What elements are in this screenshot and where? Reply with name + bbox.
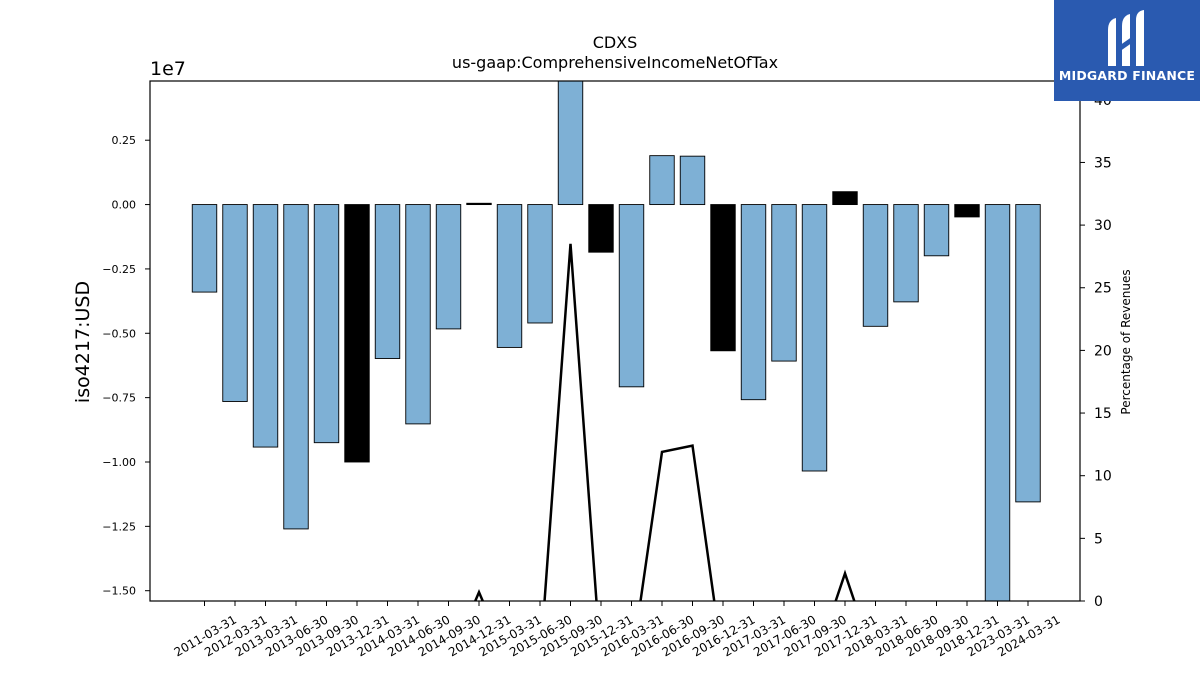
y-multiplier-label: 1e7 — [150, 58, 186, 80]
bar — [191, 204, 218, 293]
bar — [832, 191, 858, 206]
bar — [405, 204, 431, 425]
y2-axis-label: Percentage of Revenues — [1119, 269, 1133, 414]
y-tick-label: −1.25 — [102, 520, 136, 533]
y-tick-label: −0.50 — [102, 327, 136, 340]
bar — [771, 204, 797, 362]
y2-tick-label: 25 — [1094, 281, 1112, 297]
bar — [496, 204, 523, 348]
bar — [984, 204, 1011, 601]
y2-tick-label: 20 — [1094, 343, 1112, 359]
bar — [313, 204, 340, 444]
bar — [679, 155, 706, 206]
y-tick-label: −1.50 — [102, 585, 136, 598]
chart-title: CDXS — [593, 33, 638, 52]
bar — [588, 204, 614, 253]
bar — [954, 204, 980, 218]
y-tick-label: −0.75 — [102, 392, 136, 405]
midgard-finance-logo: MIDGARD FINANCE — [1054, 0, 1200, 101]
y-tick-label: 0.00 — [112, 199, 137, 212]
plot-frame — [149, 80, 1081, 602]
y-tick-label: −1.00 — [102, 456, 136, 469]
bar — [344, 204, 370, 463]
y2-tick-label: 15 — [1094, 406, 1112, 422]
midgard-logo-icon — [1108, 10, 1144, 66]
bar — [618, 204, 645, 388]
bar — [710, 204, 736, 352]
bar — [252, 204, 279, 448]
y-tick-label: −0.25 — [102, 263, 136, 276]
bar — [466, 202, 492, 206]
logo-text: MIDGARD FINANCE — [1058, 68, 1196, 83]
bar — [435, 204, 462, 330]
bar — [374, 204, 401, 359]
y-tick-label: 0.25 — [112, 134, 137, 147]
bar — [893, 204, 919, 303]
bar — [527, 204, 553, 324]
bars-group — [191, 81, 1041, 601]
bar — [740, 204, 767, 401]
bar — [1015, 204, 1041, 503]
axes-group: −1.50 −1.25 −1.00 −0.75 −0.50 −0.25 0.00 0.25 0 5… — [102, 80, 1112, 659]
bar — [222, 204, 248, 402]
y-axis-label: iso4217:USD — [72, 281, 94, 403]
bar — [923, 204, 950, 257]
y2-tick-label: 35 — [1094, 155, 1112, 171]
bar — [801, 204, 828, 472]
chart-subtitle: us-gaap:ComprehensiveIncomeNetOfTax — [452, 53, 778, 72]
y2-tick-label: 10 — [1094, 469, 1112, 485]
bar — [557, 81, 584, 206]
bar — [862, 204, 889, 327]
bar — [649, 155, 675, 206]
y2-tick-label: 30 — [1094, 218, 1112, 234]
y2-tick-label: 5 — [1094, 531, 1103, 547]
bar — [283, 204, 309, 530]
y2-tick-label: 0 — [1094, 594, 1103, 610]
